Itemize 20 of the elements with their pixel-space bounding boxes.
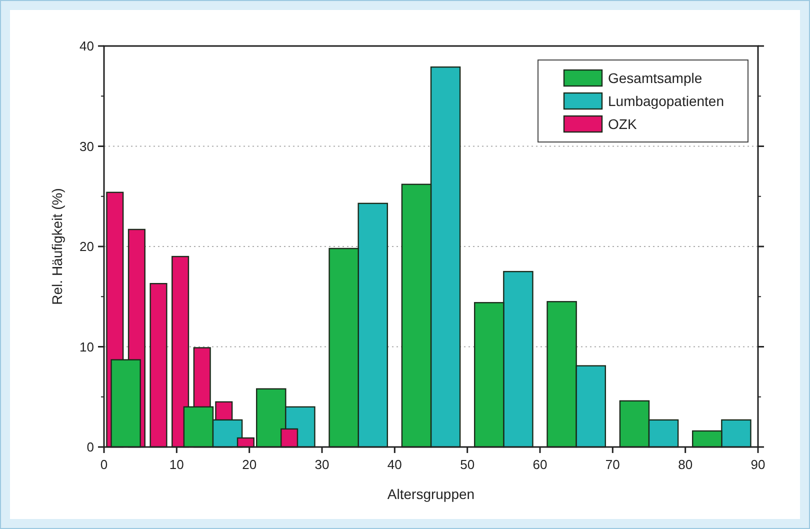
x-tick-label: 20 <box>242 457 257 472</box>
y-tick-label: 10 <box>80 339 94 354</box>
x-tick-label: 10 <box>169 457 184 472</box>
x-tick-label: 60 <box>532 457 548 472</box>
x-tick-label: 0 <box>100 457 108 472</box>
x-axis-title: Altersgruppen <box>387 486 475 502</box>
legend-label: Lumbagopatienten <box>608 92 724 109</box>
x-tick-label: 90 <box>750 457 766 472</box>
x-tick-label: 30 <box>314 457 330 472</box>
y-axis-title: Rel. Häufigkeit (%) <box>49 188 65 305</box>
legend-label: Gesamtsample <box>608 70 702 86</box>
y-tick-label: 40 <box>80 38 94 54</box>
y-tick-label: 20 <box>80 239 94 254</box>
x-tick-label: 40 <box>387 457 402 472</box>
y-tick-label: 30 <box>80 138 94 154</box>
x-tick-label: 80 <box>678 457 693 472</box>
x-tick-label: 50 <box>460 457 475 472</box>
legend-label: OZK <box>608 116 638 132</box>
y-tick-label: 0 <box>86 440 94 455</box>
x-tick-label: 70 <box>605 457 620 472</box>
